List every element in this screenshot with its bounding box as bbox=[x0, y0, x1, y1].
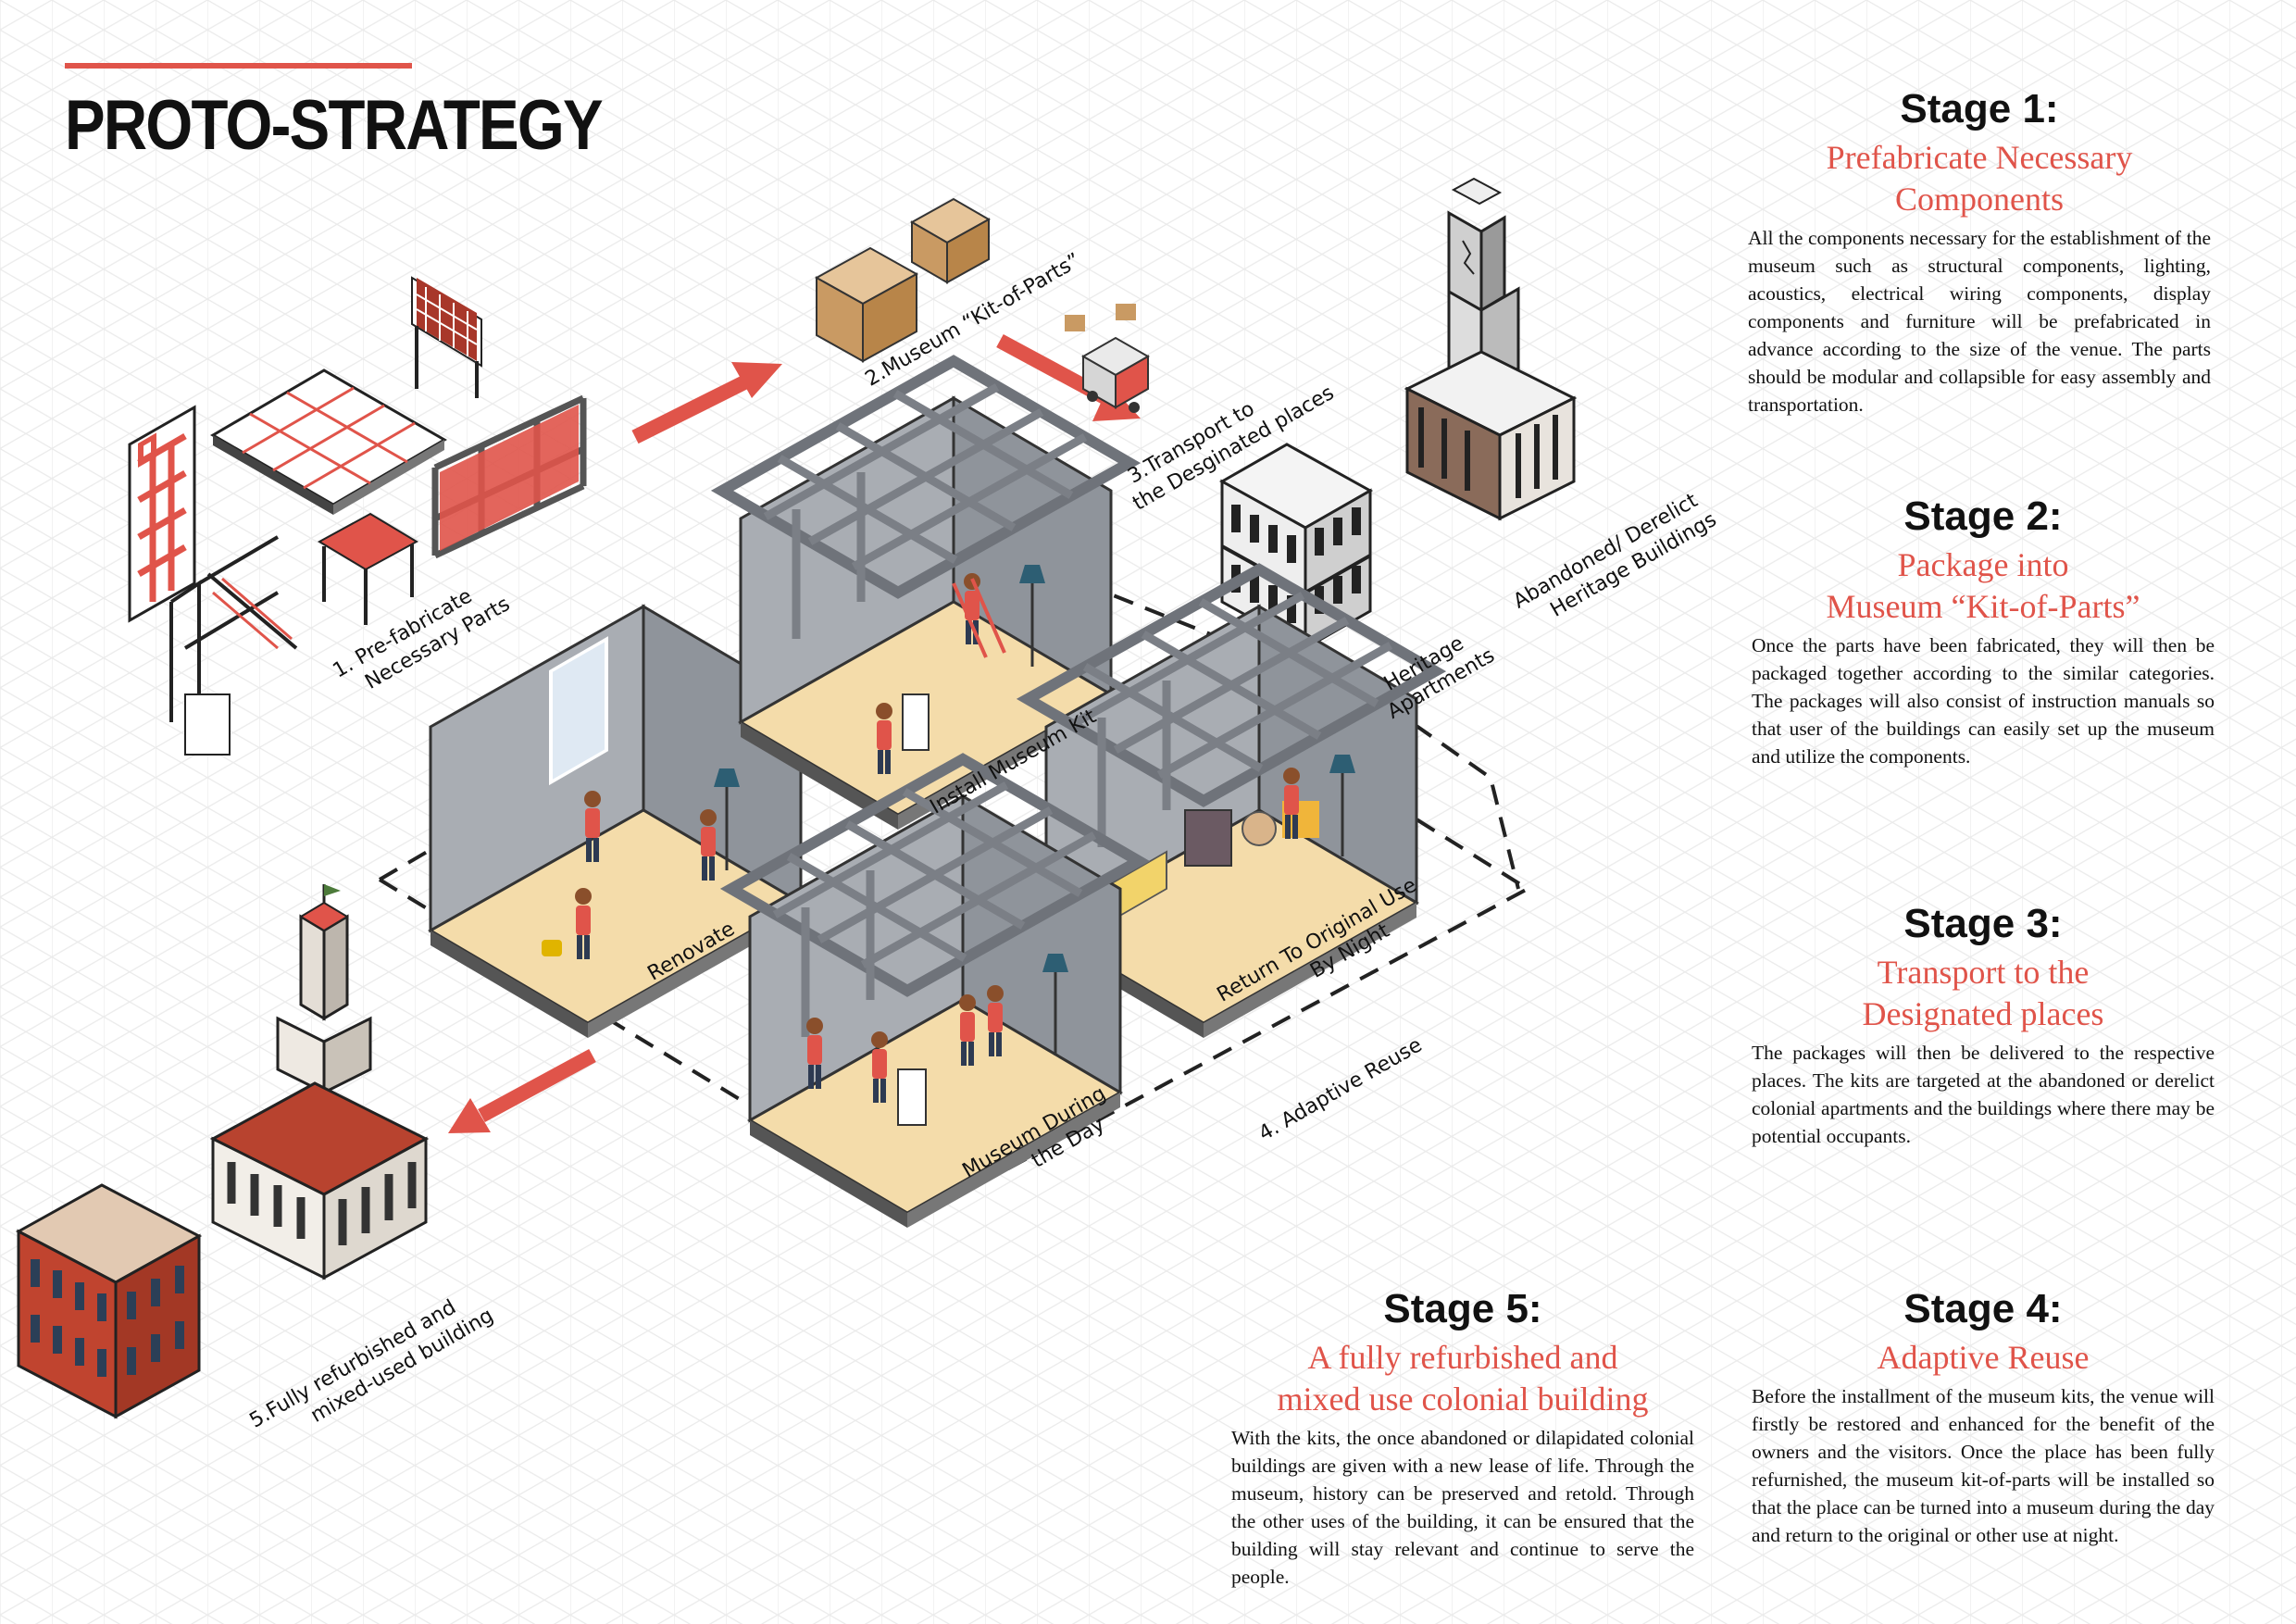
cardboard-box-icon bbox=[909, 197, 992, 284]
stage-1-block: Stage 1: Prefabricate Necessary Component… bbox=[1748, 86, 2211, 418]
table-icon bbox=[317, 512, 419, 625]
stage-heading: Stage 2: bbox=[1903, 493, 2063, 539]
stage-subtitle: Prefabricate Necessary Components bbox=[1826, 139, 2133, 219]
wall-panel-icon bbox=[128, 405, 196, 623]
brick-building-icon bbox=[15, 1183, 203, 1419]
refurbished-building-icon bbox=[209, 884, 430, 1280]
stage-5-block: Stage 5: A fully refurbished and mixed us… bbox=[1231, 1286, 1694, 1591]
pipe-frame-icon bbox=[431, 394, 587, 559]
stage-description: Before the installment of the museum kit… bbox=[1752, 1385, 2215, 1547]
stage-description: With the kits, the once abandoned or dil… bbox=[1231, 1427, 1694, 1589]
stair-frame-icon bbox=[169, 535, 298, 756]
cardboard-box-icon bbox=[814, 246, 919, 363]
stage-2-block: Stage 2: Package into Museum “Kit-of-Part… bbox=[1752, 493, 2215, 770]
stage-description: All the components necessary for the est… bbox=[1748, 227, 2211, 417]
title-rule bbox=[65, 63, 412, 69]
heritage-tower-icon bbox=[1404, 177, 1578, 521]
room-section-icon bbox=[429, 605, 803, 1040]
room-section-icon bbox=[1028, 569, 1435, 1040]
stage-4-block: Stage 4: Adaptive Reuse Before the insta… bbox=[1752, 1286, 2215, 1549]
stage-subtitle: A fully refurbished and mixed use colonia… bbox=[1277, 1339, 1649, 1418]
room-section-icon bbox=[722, 361, 1129, 831]
ceiling-grid-icon bbox=[210, 369, 447, 515]
stage-3-block: Stage 3: Transport to the Designated plac… bbox=[1752, 901, 2215, 1150]
page-title: PROTO-STRATEGY bbox=[65, 86, 604, 165]
arrow-icon bbox=[448, 1048, 596, 1133]
stage-subtitle: Adaptive Reuse bbox=[1877, 1339, 2090, 1377]
stage-subtitle: Package into Museum “Kit-of-Parts” bbox=[1826, 546, 2140, 626]
delivery-truck-icon bbox=[1065, 304, 1151, 413]
stage-description: Once the parts have been fabricated, the… bbox=[1752, 634, 2215, 768]
room-section-icon bbox=[731, 759, 1139, 1230]
stage-description: The packages will then be delivered to t… bbox=[1752, 1042, 2215, 1148]
stage-heading: Stage 5: bbox=[1383, 1286, 1542, 1331]
stage-heading: Stage 1: bbox=[1900, 86, 2059, 131]
stage-subtitle: Transport to the Designated places bbox=[1862, 954, 2104, 1033]
arrow-icon bbox=[631, 362, 782, 444]
stage-heading: Stage 4: bbox=[1903, 1286, 2063, 1331]
prefabricated-parts-group bbox=[128, 276, 587, 756]
grid-screen-icon bbox=[411, 276, 482, 398]
stage-heading: Stage 3: bbox=[1903, 901, 2063, 946]
